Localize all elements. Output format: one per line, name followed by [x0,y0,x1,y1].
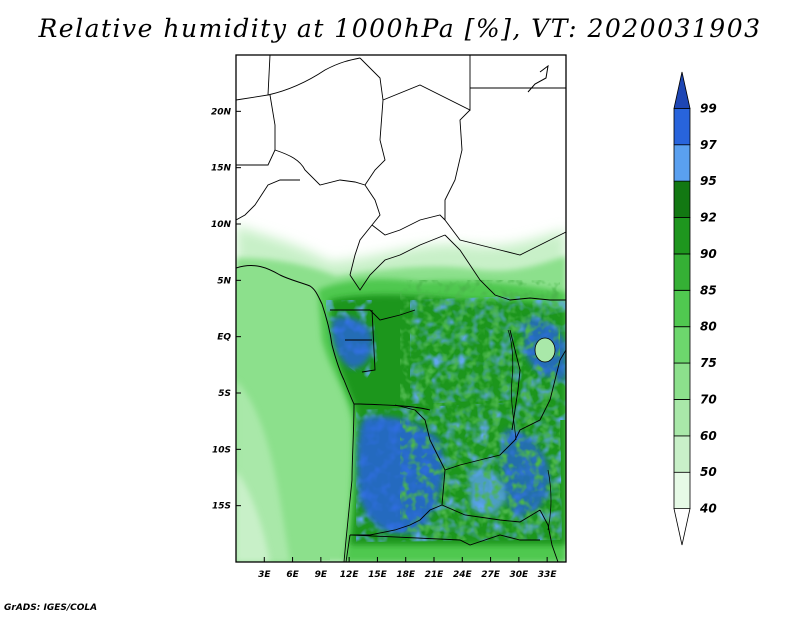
y-tick-label: 10N [211,220,232,230]
x-tick-label: 3E [258,570,271,580]
grads-credit: GrADS: IGES/COLA [4,603,98,613]
y-tick-label: EQ [217,333,231,343]
humidity-field [236,55,566,562]
colorbar-swatch [673,217,691,255]
x-tick-label: 30E [510,570,530,580]
x-tick-label: 18E [396,570,416,580]
colorbar-level-label: 85 [700,283,717,297]
y-axis: 20N 15N 10N 5N EQ 5S 10S 15S [211,107,241,512]
colorbar-swatch [673,399,691,437]
colorbar-level-label: 60 [700,429,717,443]
x-tick-label: 33E [538,570,558,580]
x-tick-label: 27E [481,570,501,580]
x-tick-label: 12E [340,570,360,580]
colorbar-level-label: 70 [700,392,717,406]
colorbar-swatch [673,508,691,546]
colorbar-swatch [673,471,691,510]
x-axis: 3E 6E 9E 12E 15E 18E 21E 24E 27E 30E 33E [258,557,557,580]
colorbar-swatch [673,362,691,400]
colorbar-swatch [673,326,691,364]
colorbar-level-label: 50 [700,465,717,479]
colorbar-level-label: 97 [700,138,717,152]
y-tick-label: 5N [217,276,231,286]
colorbar-swatch [673,253,691,291]
colorbar-swatch [673,144,691,182]
y-tick-label: 20N [211,107,232,117]
colorbar-swatch [673,180,691,218]
colorbar-level-label: 95 [700,174,717,188]
colorbar-level-label: 40 [699,502,717,516]
y-tick-label: 5S [218,389,231,399]
colorbar-swatch [673,107,691,146]
colorbar-level-label: 80 [700,320,717,334]
chart-title: Relative humidity at 1000hPa [%], VT: 20… [38,14,762,43]
colorbar-level-label: 75 [700,356,717,370]
colorbar-level-label: 92 [700,211,717,225]
colorbar-level-label: 90 [700,247,717,261]
plot-frame [235,54,567,563]
x-tick-label: 21E [425,570,445,580]
x-tick-label: 15E [368,570,388,580]
colorbar-swatch [673,71,691,109]
colorbar-level-label: 99 [700,101,717,115]
y-tick-label: 15S [212,502,231,512]
y-tick-label: 15N [211,164,232,174]
y-tick-label: 10S [212,445,231,455]
colorbar-swatch [673,289,691,328]
colorbar: 40 50 60 70 75 80 85 90 92 95 97 99 [673,71,717,546]
x-tick-label: 9E [315,570,328,580]
x-tick-label: 24E [453,570,473,580]
colorbar-swatch [673,435,691,473]
x-tick-label: 6E [286,570,299,580]
